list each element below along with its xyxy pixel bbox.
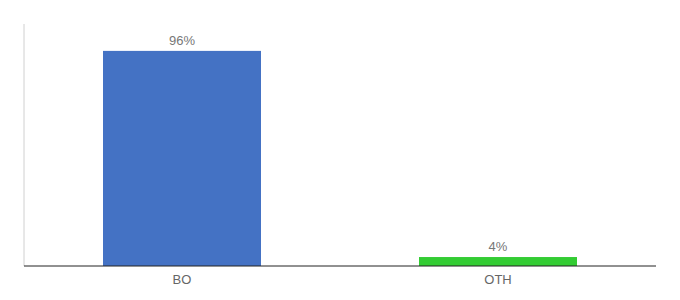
bars — [103, 51, 577, 266]
x-tick-label: OTH — [484, 272, 511, 287]
data-label: 96% — [169, 33, 195, 48]
x-axis-line — [24, 266, 656, 267]
chart-container: 96% 4% BO OTH — [0, 0, 680, 300]
y-axis-line — [24, 24, 25, 266]
data-label: 4% — [489, 239, 508, 254]
x-tick-label: BO — [173, 272, 192, 287]
chart-svg: 96% 4% BO OTH — [0, 0, 680, 300]
bar — [103, 51, 261, 266]
bar — [419, 257, 577, 266]
